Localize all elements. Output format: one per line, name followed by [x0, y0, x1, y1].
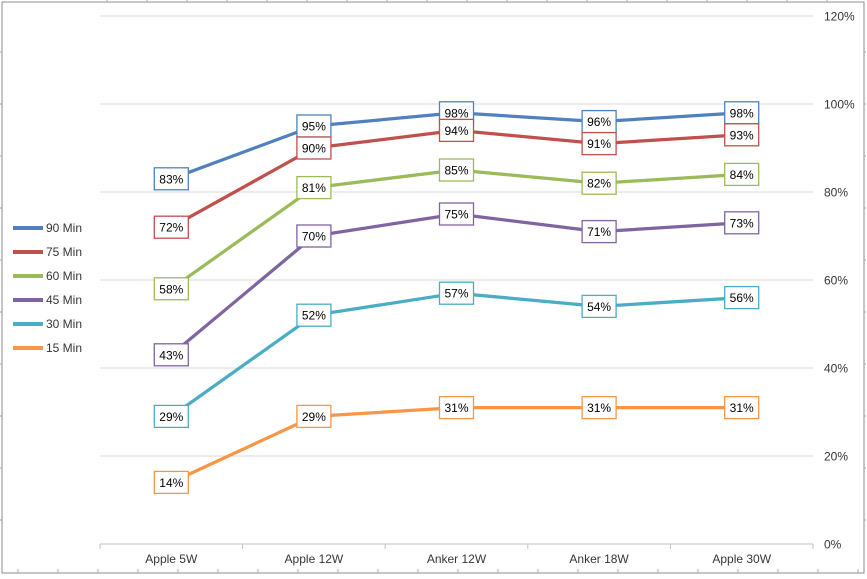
data-label: 29%: [159, 410, 183, 424]
legend-item-30-min: 30 Min: [13, 312, 82, 336]
data-label-box: [438, 158, 475, 182]
data-label: 58%: [159, 282, 183, 296]
data-label: 95%: [302, 120, 326, 134]
data-label-box: [153, 215, 189, 239]
legend-label: 60 Min: [46, 269, 83, 283]
data-label-box: [438, 395, 475, 420]
x-axis-label: Apple 12W: [285, 552, 344, 566]
x-axis-label: Anker 12W: [427, 552, 487, 566]
data-label: 14%: [159, 476, 183, 490]
y-axis-label: 20%: [824, 450, 848, 464]
chart-legend: 90 Min 75 Min 60 Min 45 Min 30 Min 15 Min: [13, 216, 82, 360]
data-label-box: [724, 123, 760, 147]
y-axis-label: 0%: [824, 538, 842, 552]
data-label-box: [296, 404, 332, 429]
legend-label: 30 Min: [46, 317, 83, 331]
data-label: 72%: [159, 221, 183, 235]
data-label-box: [153, 470, 189, 495]
legend-line-swatch: [13, 298, 43, 302]
data-label: 81%: [302, 181, 326, 195]
y-axis-label: 120%: [824, 10, 855, 24]
legend-item-15-min: 15 Min: [13, 336, 82, 360]
legend-line-swatch: [13, 250, 43, 254]
legend-line-swatch: [13, 346, 43, 350]
legend-label: 45 Min: [46, 293, 83, 307]
data-label: 93%: [730, 128, 754, 142]
y-axis-label: 80%: [824, 186, 848, 200]
x-axis-label: Apple 5W: [145, 552, 198, 566]
data-label: 98%: [444, 106, 468, 120]
data-label: 73%: [730, 216, 754, 230]
data-label: 54%: [587, 300, 611, 314]
data-label: 31%: [587, 401, 611, 415]
data-label-box: [438, 202, 475, 226]
data-label: 84%: [730, 168, 754, 182]
x-axis-label: Anker 18W: [569, 552, 629, 566]
data-label: 82%: [587, 177, 611, 191]
legend-item-60-min: 60 Min: [13, 264, 82, 288]
data-label: 75%: [444, 208, 468, 222]
y-axis-label: 40%: [824, 362, 848, 376]
legend-label: 75 Min: [46, 245, 83, 259]
data-label-box: [724, 211, 760, 235]
data-label: 57%: [444, 287, 468, 301]
data-label-box: [153, 167, 189, 191]
legend-item-75-min: 75 Min: [13, 240, 82, 264]
data-label: 83%: [159, 172, 183, 186]
data-label-box: [724, 285, 760, 310]
legend-label: 90 Min: [46, 221, 83, 235]
data-label-box: [724, 395, 760, 420]
data-label-box: [581, 171, 617, 195]
data-label-box: [438, 118, 475, 143]
data-label: 31%: [730, 401, 754, 415]
legend-item-45-min: 45 Min: [13, 288, 82, 312]
data-label-box: [296, 303, 332, 327]
data-label-box: [296, 224, 332, 248]
data-label-box: [296, 175, 332, 200]
data-label-box: [153, 343, 189, 367]
legend-line-swatch: [13, 226, 43, 230]
data-label: 29%: [302, 410, 326, 424]
legend-line-swatch: [13, 274, 43, 278]
data-label: 71%: [587, 225, 611, 239]
data-label: 43%: [159, 348, 183, 362]
legend-item-90-min: 90 Min: [13, 216, 82, 240]
data-label-box: [153, 277, 189, 301]
data-label: 96%: [587, 115, 611, 129]
data-label: 94%: [444, 124, 468, 138]
y-axis-label: 60%: [824, 274, 848, 288]
data-label-box: [581, 395, 617, 420]
data-label-box: [724, 162, 760, 187]
data-label: 91%: [587, 137, 611, 151]
data-label-box: [153, 404, 189, 429]
legend-line-swatch: [13, 322, 43, 326]
data-label: 56%: [730, 291, 754, 305]
data-label: 98%: [730, 106, 754, 120]
data-label: 52%: [302, 309, 326, 323]
data-label-box: [438, 281, 475, 305]
data-label: 31%: [444, 401, 468, 415]
legend-label: 15 Min: [46, 341, 83, 355]
data-label-box: [296, 136, 332, 160]
data-label: 70%: [302, 230, 326, 244]
data-label: 90%: [302, 142, 326, 156]
data-label-box: [581, 219, 617, 244]
y-axis-label: 100%: [824, 98, 855, 112]
data-label-box: [581, 131, 617, 156]
x-axis-label: Apple 30W: [712, 552, 771, 566]
data-label: 85%: [444, 164, 468, 178]
data-label-box: [581, 294, 617, 319]
